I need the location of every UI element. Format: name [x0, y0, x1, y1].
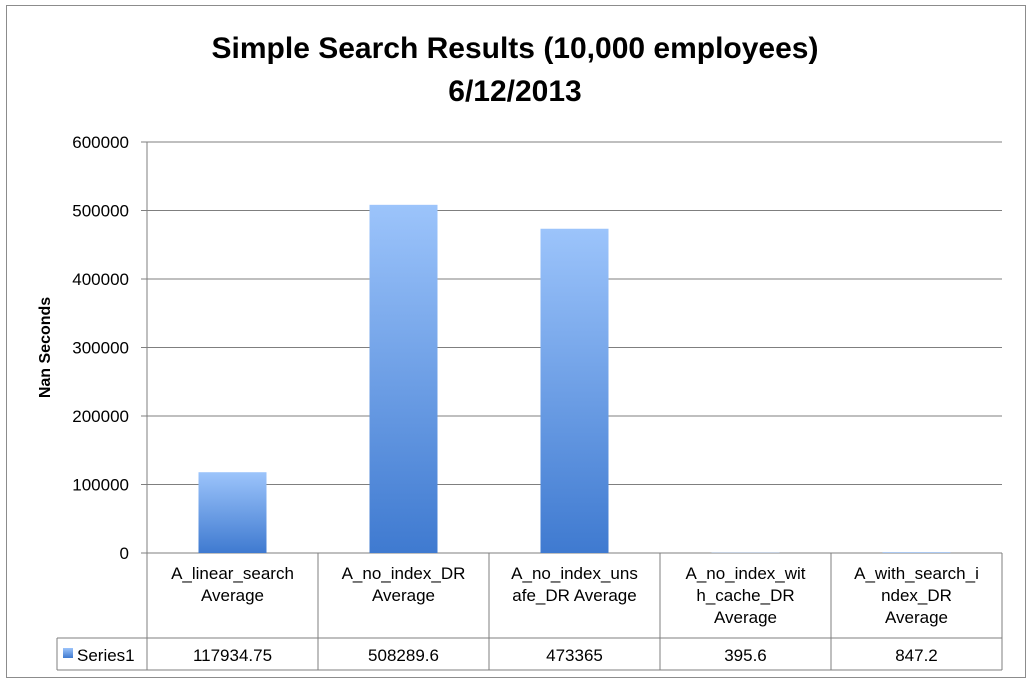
chart-title-line: 6/12/2013 — [448, 75, 581, 108]
y-tick-label: 600000 — [72, 133, 129, 152]
y-tick-label: 0 — [120, 544, 129, 563]
data-table: A_linear_search Average A_no_index_DR Avera… — [56, 553, 1003, 671]
y-tick-label: 100000 — [72, 476, 129, 495]
data-table-value: 473365 — [546, 646, 603, 665]
bar — [198, 472, 267, 553]
chart-title-line: Simple Search Results (10,000 employees) — [212, 32, 819, 65]
category-label: A_no_index_wit h_cache_DR Average — [685, 564, 805, 627]
data-table-value: 117934.75 — [193, 646, 272, 665]
y-tick-label: 500000 — [72, 202, 129, 221]
y-tick-label: 400000 — [72, 270, 129, 289]
legend-series-name: Series1 — [77, 646, 135, 665]
y-tick-label: 300000 — [72, 339, 129, 358]
bar — [540, 228, 609, 553]
bar — [369, 204, 438, 553]
category-label: A_no_index_DR Average — [342, 564, 466, 605]
bars — [198, 204, 951, 553]
legend-swatch — [63, 648, 73, 658]
category-label: A_no_index_uns afe_DR Average — [511, 564, 638, 605]
bar — [882, 552, 951, 553]
category-label: A_with_search_i ndex_DR Average — [854, 564, 979, 627]
data-table-value: 508289.6 — [368, 646, 439, 665]
y-axis-label: Nan Seconds — [37, 297, 54, 398]
y-tick-label: 200000 — [72, 407, 129, 426]
chart-title: Simple Search Results (10,000 employees)… — [212, 32, 819, 108]
data-table-value: 395.6 — [724, 646, 767, 665]
y-axis-ticks: 0 100000 200000 300000 400000 500000 600000 — [72, 133, 129, 563]
category-label: A_linear_search Average — [171, 564, 294, 605]
chart-frame — [6, 5, 1026, 678]
data-table-value: 847.2 — [895, 646, 938, 665]
